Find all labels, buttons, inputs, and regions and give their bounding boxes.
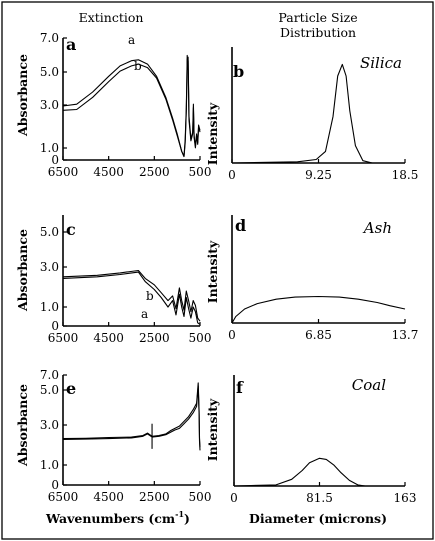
curve-label-a-b: b (134, 59, 142, 73)
y-axis-label-f: Intensity (205, 398, 220, 461)
y-axis-label-d: Intensity (205, 240, 220, 303)
panel-f: 0 81.5 163 f Coal (230, 375, 416, 505)
x-tick-label-d-1: 6.85 (305, 328, 332, 342)
y-tick-label-e-1: 5.0 (40, 383, 59, 397)
y-tick-label-a-3: 1.0 (40, 141, 59, 155)
series-e-0 (62, 385, 201, 451)
x-tick-label-c-3: 500 (189, 331, 212, 345)
panel-label-b: b (233, 62, 244, 81)
panel-e: 6500 4500 2500 500 7.05.0 3.0 1.0 0 e (40, 368, 212, 504)
series-e-1 (62, 382, 201, 448)
y-tick-label-c-2: 1.0 (40, 300, 59, 314)
y-tick-label-e-0: 7.0 (40, 368, 59, 382)
panel-label-c: c (66, 220, 76, 239)
series-c-b (62, 271, 201, 325)
panel-label-e: e (66, 379, 76, 398)
panel-b: 0 9.25 18.5 b Silica (228, 47, 418, 182)
series-a-a (62, 54, 201, 158)
x-tick-label-b-0: 0 (228, 168, 236, 182)
x-tick-label-a-2: 2500 (139, 165, 170, 179)
panel-c: 6500 4500 2500 500 5.0 3.0 1.0 0 c ba (40, 215, 212, 345)
series-b-0 (231, 63, 373, 164)
y-tick-label-e-4: 0 (51, 478, 59, 492)
series-f-0 (233, 457, 366, 487)
y-axis-label-b: Intensity (205, 102, 220, 165)
curve-label-c-b: b (146, 289, 154, 303)
y-tick-label-a-4: 0 (51, 153, 59, 167)
x-tick-label-c-2: 2500 (139, 331, 170, 345)
x-tick-label-e-0: 6500 (48, 490, 79, 504)
y-tick-label-c-3: 0 (51, 319, 59, 333)
y-tick-label-a-2: 3.0 (40, 98, 59, 112)
y-axis-label-c: Absorbance (15, 229, 30, 312)
x-tick-label-b-2: 18.5 (392, 168, 419, 182)
x-tick-label-c-1: 4500 (93, 331, 124, 345)
x-tick-label-b-1: 9.25 (305, 168, 332, 182)
panel-label-d: d (235, 216, 246, 235)
x-axis-label-diameter: Diameter (microns) (249, 511, 387, 526)
x-tick-label-d-0: 0 (228, 328, 236, 342)
x-tick-label-e-2: 2500 (139, 490, 170, 504)
y-tick-label-a-0: 7.0 (40, 31, 59, 45)
material-label-b: Silica (360, 54, 402, 72)
psd-header-line2: Distribution (280, 25, 356, 40)
curve-label-a-a: a (128, 33, 135, 47)
y-tick-label-c-0: 5.0 (40, 225, 59, 239)
series-c-a (62, 269, 201, 322)
y-axis-label-a: Absorbance (15, 54, 30, 137)
y-tick-label-c-1: 3.0 (40, 260, 59, 274)
x-tick-label-c-0: 6500 (48, 331, 79, 345)
x-tick-label-a-0: 6500 (48, 165, 79, 179)
material-label-f: Coal (352, 376, 386, 394)
x-tick-label-e-1: 4500 (93, 490, 124, 504)
x-tick-label-a-1: 4500 (93, 165, 124, 179)
panel-d: 0 6.85 13.7 d Ash (228, 215, 418, 342)
x-tick-label-a-3: 500 (189, 165, 212, 179)
panel-label-f: f (236, 378, 244, 397)
panel-label-a: a (66, 35, 76, 54)
x-tick-label-d-2: 13.7 (392, 328, 419, 342)
series-d-0 (231, 295, 406, 324)
x-tick-label-f-2: 163 (394, 491, 417, 505)
material-label-d: Ash (362, 219, 392, 237)
series-a-b (62, 58, 201, 158)
extinction-header: Extinction (79, 10, 144, 25)
x-tick-label-e-3: 500 (189, 490, 212, 504)
psd-header-line1: Particle Size (278, 10, 357, 25)
y-tick-label-e-3: 1.0 (40, 458, 59, 472)
y-axis-label-e: Absorbance (15, 384, 30, 467)
y-tick-label-e-2: 3.0 (40, 418, 59, 432)
y-tick-label-a-1: 5.0 (40, 65, 59, 79)
x-tick-label-f-1: 81.5 (306, 491, 333, 505)
x-axis-label-wavenumbers: Wavenumbers (cm-1) (45, 509, 190, 526)
curve-label-c-a: a (141, 307, 148, 321)
x-tick-label-f-0: 0 (230, 491, 238, 505)
